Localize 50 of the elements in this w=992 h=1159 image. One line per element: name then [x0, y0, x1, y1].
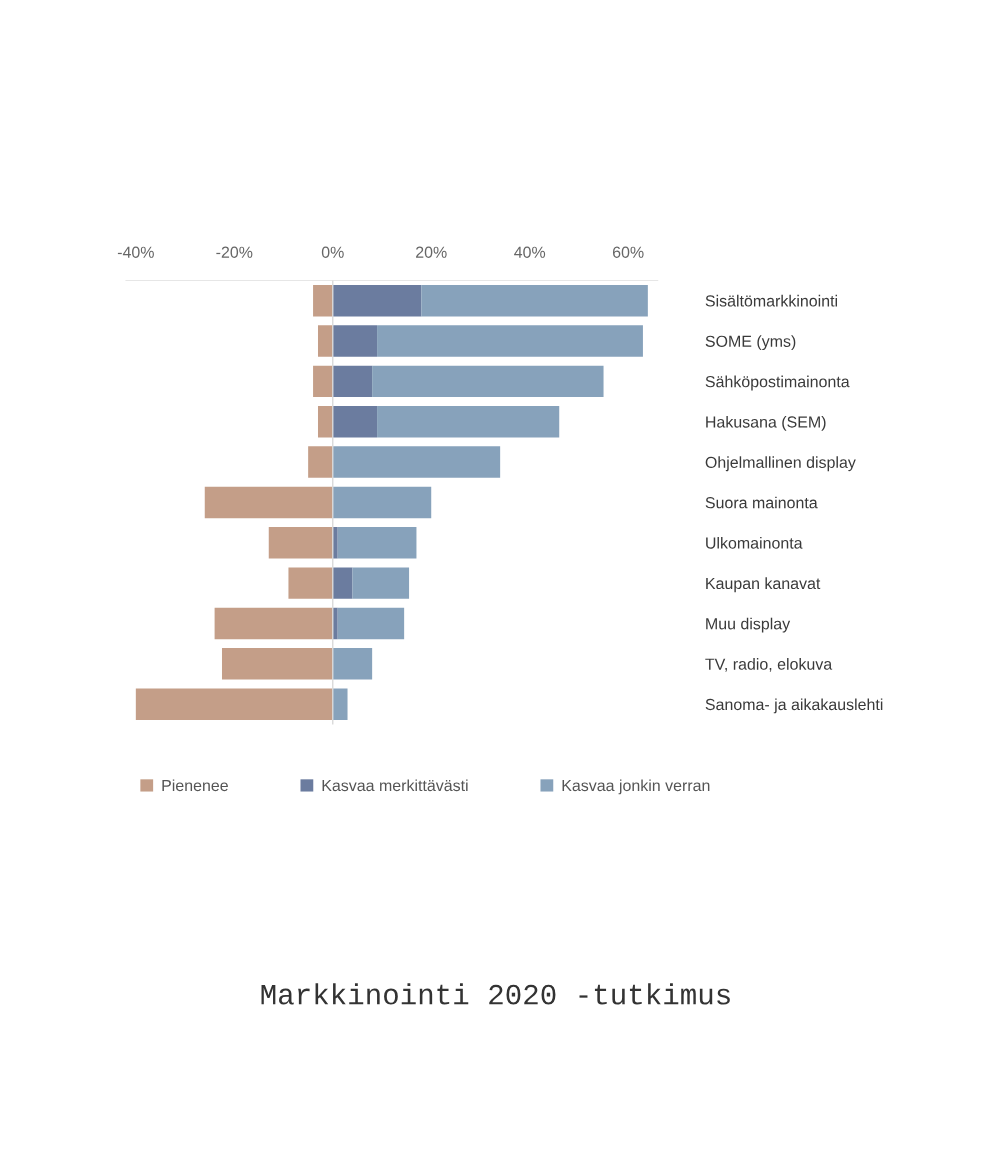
bar	[332, 284, 422, 317]
y-tick-label: Suora mainonta	[705, 496, 818, 509]
bar	[313, 365, 333, 398]
bar	[377, 325, 643, 357]
bar	[204, 486, 333, 519]
x-tick-label: 40%	[514, 246, 546, 258]
y-tick-label: Hakusana (SEM)	[706, 415, 826, 431]
bar	[352, 567, 410, 599]
legend-label: Kasvaa merkittävästi	[322, 779, 468, 792]
bar	[317, 325, 333, 357]
bar	[288, 567, 333, 599]
bar	[332, 607, 338, 640]
bar	[221, 648, 333, 680]
y-tick-label: Sanoma- ja aikakauslehti	[705, 698, 883, 714]
bar	[337, 607, 405, 640]
y-tick-label: Sähköpostimainonta	[705, 375, 850, 391]
y-tick-label: Ohjelmallinen display	[705, 456, 856, 472]
bar	[317, 405, 333, 438]
bar	[377, 405, 560, 438]
x-tick-label: 20%	[416, 246, 447, 258]
bar	[372, 365, 604, 398]
y-tick-label: TV, radio, elokuva	[705, 658, 833, 672]
bar	[308, 446, 333, 478]
bar	[332, 567, 353, 599]
x-tick-label: 60%	[612, 246, 644, 258]
bar	[332, 405, 378, 438]
bar	[421, 284, 648, 317]
y-tick-label: Sisältömarkkinointi	[705, 294, 837, 307]
y-tick-label: SOME (yms)	[705, 335, 796, 351]
bar	[332, 486, 432, 519]
y-tick-label: Kaupan kanavat	[706, 577, 821, 593]
bar	[332, 688, 348, 720]
bar	[214, 607, 333, 640]
bar	[332, 648, 373, 680]
text: Markkinointi 2020 -tutkimus	[261, 983, 730, 1005]
bar	[332, 325, 378, 357]
y-tick-label: Muu display	[706, 617, 791, 633]
x-tick-label: -20%	[216, 246, 253, 258]
legend-label: Pienenee	[162, 779, 228, 792]
x-tick-label: 0%	[321, 246, 344, 258]
bar	[268, 527, 333, 559]
x-tick-label: -40%	[117, 246, 154, 258]
bar	[337, 527, 417, 559]
bar	[313, 284, 333, 317]
bar	[332, 365, 373, 398]
bar	[332, 527, 338, 559]
legend-label: Kasvaa jonkin verran	[562, 779, 710, 795]
bar	[332, 446, 501, 478]
y-tick-label: Ulkomainonta	[706, 536, 803, 549]
bar	[135, 688, 333, 720]
